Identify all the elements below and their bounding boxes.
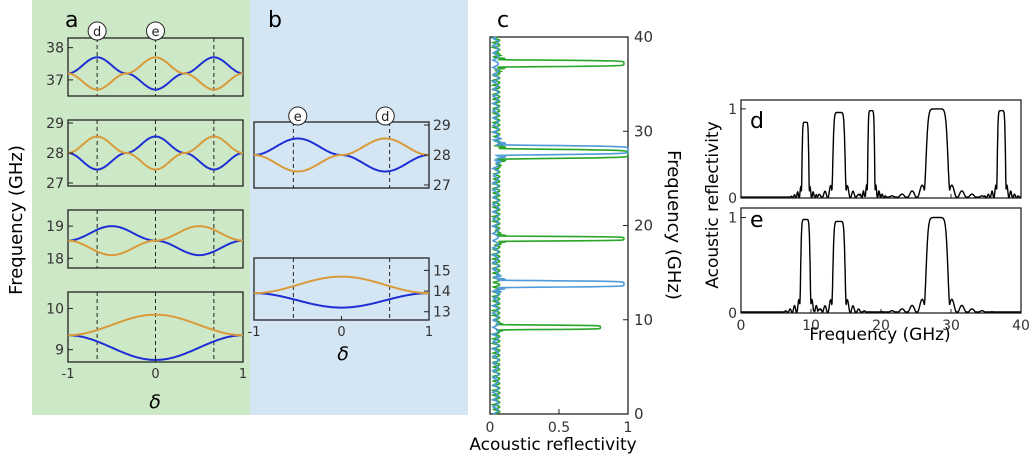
xtick-label-e-2: 20 — [872, 318, 890, 334]
xtick-label-c-1: 0.5 — [548, 420, 570, 436]
ytick-label-a2-2: 29 — [46, 116, 64, 132]
xtick-label-a4-1: 0 — [151, 367, 159, 382]
xtick-label-e-4: 40 — [1012, 318, 1030, 334]
xtick-label-b2-2: 1 — [425, 325, 433, 340]
panel-c-xlabel: Acoustic reflectivity — [469, 435, 636, 455]
panel-label-c: c — [497, 8, 509, 33]
ytick-label-b2-2: 15 — [433, 263, 451, 279]
reflectivity-trace-e — [741, 218, 1021, 313]
ytick-label-a3-1: 19 — [46, 219, 64, 235]
panel-label-e: e — [750, 208, 764, 233]
ytick-label-e-1: 1 — [728, 211, 737, 227]
panel-a-background — [32, 0, 250, 415]
plot-frame-e — [741, 208, 1021, 313]
reflectivity-trace-d — [741, 109, 1021, 197]
xtick-label-b2-1: 0 — [337, 325, 345, 340]
panel-b-background — [250, 0, 468, 415]
panel-b-xlabel: δ — [337, 343, 349, 365]
xtick-label-e-1: 10 — [802, 318, 820, 334]
ytick-label-b2-1: 14 — [433, 284, 451, 300]
ytick-label-c-2: 20 — [634, 217, 653, 235]
xtick-label-e-0: 0 — [737, 318, 746, 334]
ytick-label-c-0: 0 — [634, 405, 644, 423]
ytick-label-a1-1: 38 — [46, 41, 64, 57]
ytick-label-a2-0: 27 — [46, 176, 64, 192]
xtick-label-c-0: 0 — [486, 420, 495, 436]
panel-de-ylabel: Acoustic reflectivity — [703, 121, 723, 288]
ytick-label-b1-0: 27 — [433, 178, 451, 194]
marker-b-e-letter: e — [294, 110, 302, 125]
ytick-label-a3-0: 18 — [46, 251, 64, 267]
panel-label-a: a — [65, 8, 78, 33]
plot-frame-d — [741, 100, 1021, 198]
ytick-label-b1-1: 28 — [433, 148, 451, 164]
panel-label-d: d — [750, 109, 764, 134]
reflectivity-series-green — [493, 37, 628, 414]
ytick-label-d-1: 1 — [728, 102, 737, 118]
ytick-label-d-0: 0 — [728, 191, 737, 207]
ytick-label-a2-1: 28 — [46, 146, 64, 162]
xtick-label-a4-0: -1 — [62, 367, 75, 382]
panel-a-xlabel: δ — [149, 391, 161, 413]
xtick-label-a4-2: 1 — [239, 367, 247, 382]
xtick-label-e-3: 30 — [942, 318, 960, 334]
ytick-label-a4-0: 9 — [55, 343, 64, 359]
ytick-label-b1-2: 29 — [433, 118, 451, 134]
panel-label-b: b — [268, 8, 282, 33]
ytick-label-a4-1: 10 — [46, 301, 64, 317]
plot-frame-c — [490, 37, 628, 414]
panel-c-ylabel: Frequency (GHz) — [663, 150, 684, 300]
xtick-label-c-2: 1 — [624, 420, 633, 436]
ytick-label-a1-0: 37 — [46, 73, 64, 89]
ytick-label-c-1: 10 — [634, 311, 653, 329]
reflectivity-series-lightblue — [493, 37, 628, 414]
marker-a-d-letter: d — [93, 25, 101, 40]
ytick-label-b2-0: 13 — [433, 305, 451, 321]
ytick-label-c-4: 40 — [634, 28, 653, 46]
ytick-label-c-3: 30 — [634, 122, 653, 140]
xtick-label-b2-0: -1 — [248, 325, 261, 340]
panel-a-ylabel: Frequency (GHz) — [6, 145, 27, 295]
marker-b-d-letter: d — [381, 110, 389, 125]
marker-a-e-letter: e — [152, 25, 160, 40]
